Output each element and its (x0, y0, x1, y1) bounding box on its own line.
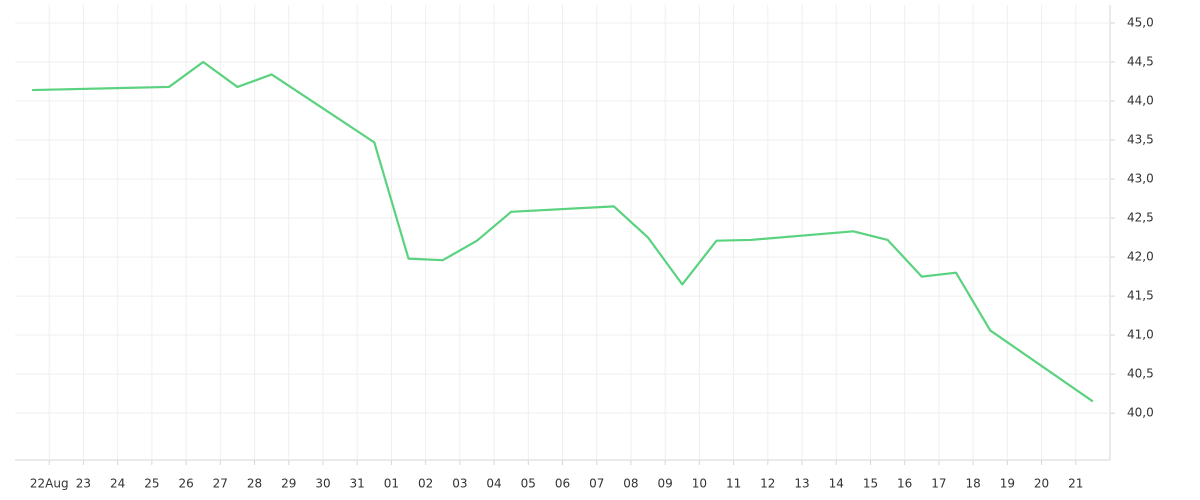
y-tick-label: 41,0 (1127, 328, 1154, 342)
x-tick-label: 16 (897, 477, 912, 491)
x-tick-label: 23 (76, 477, 91, 491)
x-tick-label: 30 (315, 477, 330, 491)
x-tick-label: 22Aug (30, 477, 69, 491)
y-tick-label: 43,0 (1127, 172, 1154, 186)
x-tick-label: 06 (555, 477, 570, 491)
x-tick-label: 21 (1068, 477, 1083, 491)
x-tick-label: 29 (281, 477, 296, 491)
x-tick-label: 12 (760, 477, 775, 491)
y-tick-label: 44,5 (1127, 54, 1154, 68)
x-tick-label: 08 (623, 477, 638, 491)
x-tick-label: 05 (521, 477, 536, 491)
y-tick-label: 45,0 (1127, 15, 1154, 29)
x-tick-label: 31 (350, 477, 365, 491)
x-tick-label: 01 (384, 477, 399, 491)
x-tick-label: 02 (418, 477, 433, 491)
price-line (32, 60, 1094, 403)
x-tick-label: 18 (965, 477, 980, 491)
x-tick-label: 15 (863, 477, 878, 491)
x-tick-label: 27 (213, 477, 228, 491)
x-tick-label: 26 (178, 477, 193, 491)
y-tick-label: 40,5 (1127, 367, 1154, 381)
x-tick-label: 25 (144, 477, 159, 491)
x-tick-label: 24 (110, 477, 125, 491)
x-tick-label: 19 (1000, 477, 1015, 491)
x-tick-label: 10 (692, 477, 707, 491)
y-tick-label: 41,5 (1127, 289, 1154, 303)
y-tick-label: 40,0 (1127, 406, 1154, 420)
x-tick-label: 13 (794, 477, 809, 491)
x-tick-label: 28 (247, 477, 262, 491)
x-tick-label: 03 (452, 477, 467, 491)
y-tick-label: 43,5 (1127, 133, 1154, 147)
x-tick-label: 09 (658, 477, 673, 491)
x-tick-label: 04 (486, 477, 501, 491)
x-tick-label: 20 (1034, 477, 1049, 491)
x-tick-label: 14 (829, 477, 844, 491)
x-tick-label: 07 (589, 477, 604, 491)
x-tick-label: 17 (931, 477, 946, 491)
y-tick-label: 42,5 (1127, 211, 1154, 225)
y-tick-label: 42,0 (1127, 250, 1154, 264)
x-tick-label: 11 (726, 477, 741, 491)
y-tick-label: 44,0 (1127, 93, 1154, 107)
